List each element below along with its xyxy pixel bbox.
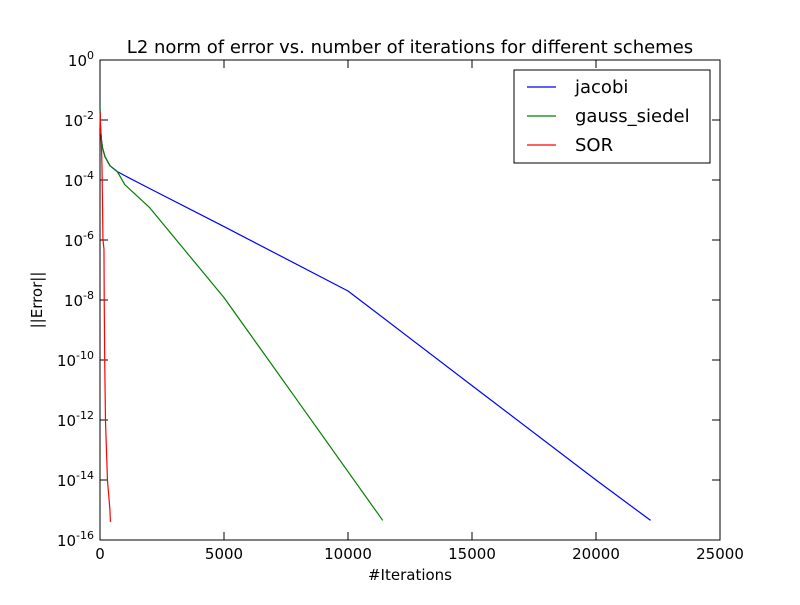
x-axis-label: #Iterations bbox=[368, 566, 452, 584]
x-tick-label: 15000 bbox=[448, 545, 496, 563]
y-tick-label: 10-2 bbox=[64, 109, 94, 130]
legend-label: gauss_siedel bbox=[575, 106, 690, 127]
x-axis-ticks: 0 5000 10000 15000 20000 25000 bbox=[95, 60, 744, 563]
series-layer bbox=[99, 108, 651, 522]
y-tick-label: 10-14 bbox=[57, 469, 94, 490]
series-line-gauss-siedel bbox=[99, 108, 384, 521]
y-tick-label: 10-16 bbox=[57, 529, 94, 550]
y-axis-ticks: 100 10-2 10-4 10-6 10-8 10-10 10-12 10-14 10-16 bbox=[57, 49, 720, 550]
x-tick-label: 10000 bbox=[324, 545, 372, 563]
y-tick-label: 10-12 bbox=[57, 409, 94, 430]
y-tick-label: 10-10 bbox=[57, 349, 94, 370]
x-tick-label: 20000 bbox=[572, 545, 620, 563]
legend-label: jacobi bbox=[574, 77, 628, 98]
x-tick-label: 25000 bbox=[696, 545, 744, 563]
series-line-jacobi bbox=[99, 108, 651, 521]
y-tick-label: 10-4 bbox=[64, 169, 94, 190]
y-tick-label: 10-8 bbox=[64, 289, 94, 310]
y-tick-label: 10-6 bbox=[64, 229, 94, 250]
series-line-sor bbox=[99, 110, 112, 522]
legend: jacobi gauss_siedel SOR bbox=[513, 69, 711, 164]
y-tick-label: 100 bbox=[68, 49, 94, 70]
chart-title: L2 norm of error vs. number of iteration… bbox=[127, 37, 693, 58]
x-tick-label: 5000 bbox=[205, 545, 243, 563]
legend-label: SOR bbox=[575, 135, 613, 156]
x-tick-label: 0 bbox=[95, 545, 105, 563]
y-axis-label: ||Error|| bbox=[28, 272, 46, 329]
